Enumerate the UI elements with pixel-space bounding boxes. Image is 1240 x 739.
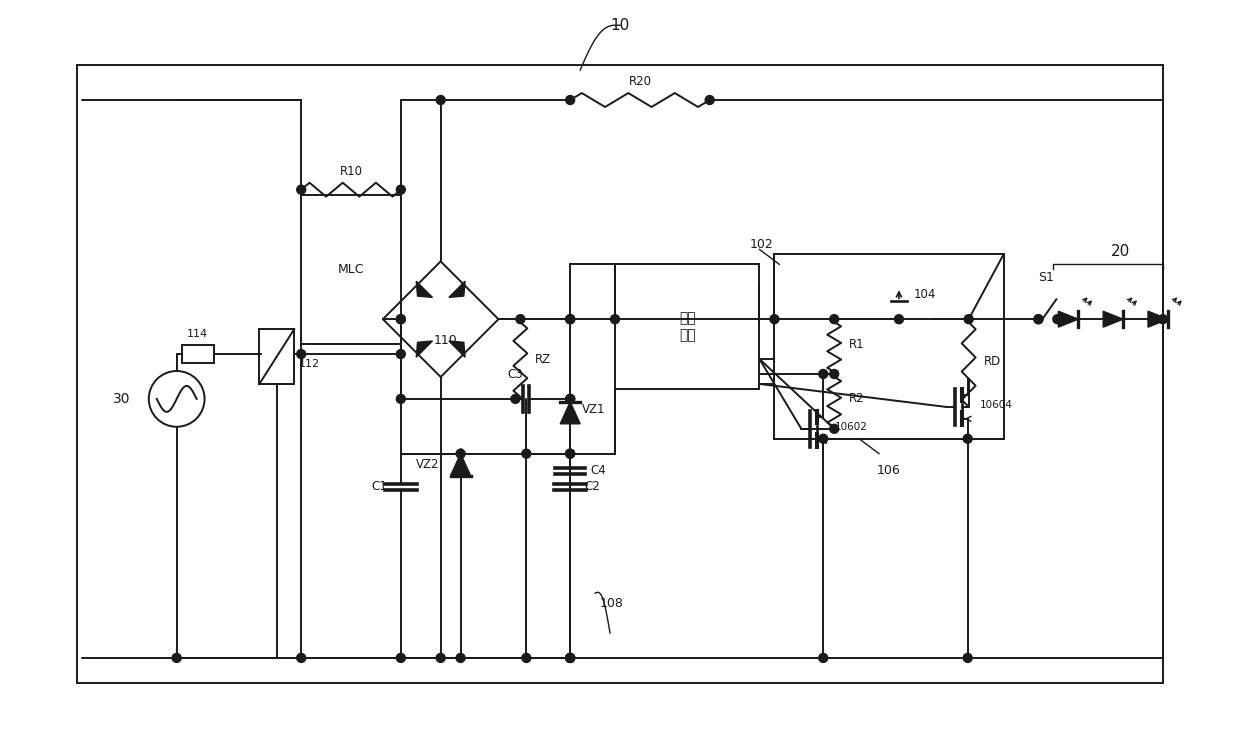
Circle shape [565, 315, 574, 324]
Text: 30: 30 [113, 392, 130, 406]
Text: RZ: RZ [536, 353, 552, 366]
Text: R2: R2 [849, 392, 864, 406]
Circle shape [565, 395, 574, 403]
Circle shape [565, 95, 574, 104]
Polygon shape [560, 402, 580, 423]
Circle shape [436, 95, 445, 104]
Circle shape [296, 653, 306, 662]
Circle shape [456, 449, 465, 458]
Polygon shape [449, 282, 465, 297]
Text: S1: S1 [1038, 271, 1054, 285]
Text: 10: 10 [610, 18, 630, 33]
Text: R20: R20 [629, 75, 651, 88]
Polygon shape [1148, 311, 1168, 327]
Text: 104: 104 [914, 287, 936, 301]
Circle shape [963, 653, 972, 662]
Polygon shape [417, 341, 433, 357]
Text: 112: 112 [299, 359, 320, 369]
Circle shape [818, 653, 828, 662]
Text: R1: R1 [849, 338, 864, 350]
Text: 110: 110 [434, 334, 458, 347]
Circle shape [830, 370, 838, 378]
Circle shape [830, 315, 838, 324]
Text: C1: C1 [371, 480, 387, 493]
Circle shape [770, 315, 779, 324]
Circle shape [456, 653, 465, 662]
Polygon shape [450, 454, 470, 476]
Circle shape [397, 350, 405, 358]
Circle shape [522, 449, 531, 458]
Polygon shape [417, 282, 433, 297]
Circle shape [965, 315, 973, 324]
Circle shape [1053, 315, 1061, 324]
Circle shape [565, 449, 574, 458]
Text: 106: 106 [877, 463, 901, 477]
Circle shape [397, 185, 405, 194]
Circle shape [296, 350, 306, 358]
Text: 10604: 10604 [980, 400, 1013, 410]
Text: VZ1: VZ1 [582, 403, 605, 416]
Circle shape [565, 449, 574, 458]
Bar [181, 345, 213, 363]
Bar [775, 254, 1003, 439]
Polygon shape [1104, 311, 1123, 327]
Circle shape [565, 315, 574, 324]
Circle shape [565, 653, 574, 662]
Circle shape [1034, 315, 1043, 324]
Polygon shape [449, 341, 465, 357]
Text: C2: C2 [584, 480, 600, 493]
Text: 10602: 10602 [836, 422, 868, 432]
Circle shape [818, 435, 828, 443]
Text: 控制
单元: 控制 单元 [678, 312, 696, 341]
Text: MLC: MLC [337, 263, 365, 276]
Text: C4: C4 [590, 464, 606, 477]
Circle shape [511, 395, 520, 403]
Circle shape [565, 653, 574, 662]
Circle shape [397, 395, 405, 403]
Circle shape [963, 435, 972, 443]
Circle shape [818, 370, 828, 378]
Circle shape [706, 95, 714, 104]
Circle shape [522, 653, 531, 662]
Circle shape [296, 185, 306, 194]
Circle shape [1158, 315, 1167, 324]
Bar [301, 194, 401, 344]
Circle shape [172, 653, 181, 662]
Circle shape [397, 315, 405, 324]
Text: C3: C3 [507, 368, 523, 381]
Text: 108: 108 [600, 596, 624, 610]
Polygon shape [1059, 311, 1079, 327]
Circle shape [610, 315, 620, 324]
Text: R10: R10 [340, 165, 362, 177]
Text: 114: 114 [187, 329, 208, 339]
Circle shape [894, 315, 904, 324]
Circle shape [397, 315, 405, 324]
Bar [259, 329, 294, 384]
Circle shape [397, 653, 405, 662]
Bar [77, 65, 1163, 683]
Bar [615, 265, 759, 389]
Text: 20: 20 [1111, 245, 1130, 259]
Text: 102: 102 [749, 238, 774, 251]
Circle shape [565, 395, 574, 403]
Circle shape [565, 653, 574, 662]
Text: VZ2: VZ2 [415, 458, 439, 471]
Circle shape [1034, 315, 1043, 324]
Circle shape [830, 424, 838, 433]
Circle shape [436, 653, 445, 662]
Text: RD: RD [983, 355, 1001, 368]
Circle shape [516, 315, 525, 324]
